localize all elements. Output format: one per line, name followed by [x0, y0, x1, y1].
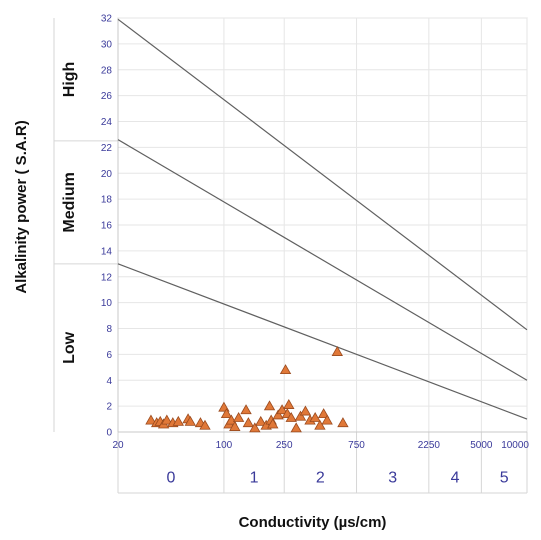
data-point: [240, 404, 252, 415]
x-tick-label: 10000: [501, 440, 529, 451]
data-point: [294, 410, 307, 421]
x-tick-label: 100: [216, 440, 233, 451]
data-point: [321, 414, 333, 425]
boundary-line: [117, 18, 528, 331]
x-axis-title: Conductivity (µs/cm): [239, 514, 387, 531]
y-tick-label: 10: [101, 298, 113, 309]
sar-zone-panel: High Medium Low: [53, 18, 118, 432]
y-tick-label: 12: [101, 272, 113, 283]
x-tick-labels: 20 100 250 750 2250 5000 10000: [112, 440, 529, 451]
y-tick-label: 24: [101, 117, 113, 128]
boundary-lines: [117, 18, 528, 420]
y-tick-label: 22: [101, 143, 113, 154]
data-point: [161, 414, 173, 425]
data-point: [314, 419, 326, 430]
plot-grid: [117, 17, 528, 433]
salinity-class-label: 2: [316, 470, 325, 487]
data-point: [199, 419, 211, 430]
y-tick-label: 32: [101, 14, 113, 25]
x-tick-label: 5000: [470, 440, 493, 451]
data-point: [145, 414, 157, 425]
data-point: [309, 411, 321, 422]
data-point: [285, 411, 297, 422]
salinity-class-panel: 0 1 2 3 4 5: [117, 432, 528, 494]
y-tick-label: 8: [106, 324, 112, 335]
sar-zone-low: Low: [61, 331, 78, 364]
data-point: [229, 421, 241, 431]
salinity-class-label: 1: [250, 470, 259, 487]
y-tick-label: 4: [106, 376, 112, 387]
data-points: [145, 345, 349, 433]
data-point: [249, 422, 261, 433]
data-point: [279, 364, 292, 375]
y-tick-label: 2: [106, 402, 112, 413]
y-axis-title: Alkalinity power ( S.A.R): [13, 120, 30, 293]
x-tick-label: 250: [276, 440, 293, 451]
y-tick-label: 18: [101, 195, 113, 206]
y-tick-label: 14: [101, 246, 113, 257]
y-tick-label: 20: [101, 169, 113, 180]
data-point: [331, 345, 343, 356]
data-point: [299, 405, 312, 416]
data-point: [172, 415, 184, 426]
salinity-class-label: 0: [167, 470, 176, 487]
boundary-line: [117, 139, 528, 381]
y-tick-label: 28: [101, 65, 113, 76]
data-point: [263, 400, 276, 411]
data-point: [290, 422, 302, 433]
y-tick-label: 16: [101, 221, 113, 232]
data-point: [232, 411, 245, 422]
data-point: [317, 408, 330, 419]
data-point: [225, 414, 238, 425]
x-tick-label: 750: [348, 440, 365, 451]
x-tick-label: 20: [112, 440, 124, 451]
y-tick-label: 0: [106, 428, 112, 439]
salinity-class-label: 5: [500, 470, 509, 487]
data-point: [184, 415, 196, 426]
data-point: [242, 417, 255, 428]
x-tick-label: 2250: [418, 440, 441, 451]
data-point: [272, 409, 284, 420]
sar-zone-medium: Medium: [61, 172, 78, 232]
data-point: [337, 417, 349, 428]
data-point: [276, 404, 288, 415]
y-tick-label: 26: [101, 91, 113, 102]
sar-zone-high: High: [61, 62, 78, 98]
data-point: [220, 408, 233, 419]
data-point: [255, 415, 267, 426]
data-point: [283, 399, 295, 409]
y-tick-label: 30: [101, 39, 113, 50]
boundary-line: [117, 263, 528, 420]
y-tick-label: 6: [106, 350, 112, 361]
data-point: [267, 418, 279, 429]
salinity-class-label: 3: [388, 470, 397, 487]
salinity-class-label: 4: [451, 470, 460, 487]
